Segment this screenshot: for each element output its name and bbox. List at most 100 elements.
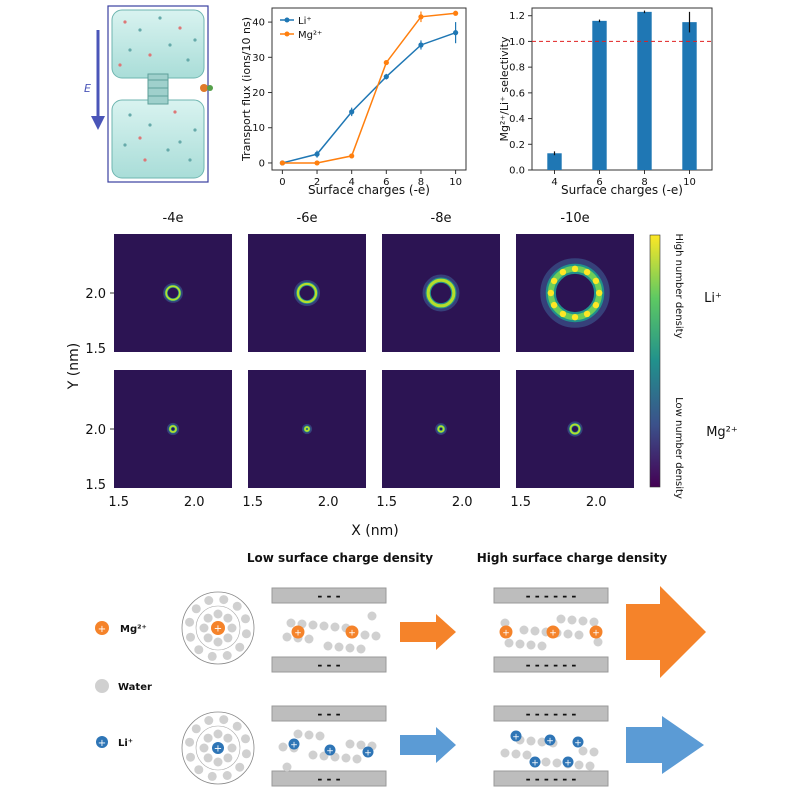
wall-charges: - - - [317,707,340,721]
density-halo [163,283,183,303]
water-molecule [240,614,250,624]
water-molecule [191,604,201,614]
water-molecule [203,613,213,623]
ion [324,744,336,756]
x-tick-label: 2.0 [318,495,339,510]
water-molecule [308,750,318,760]
ion-dot [193,38,197,42]
plus-icon: + [348,629,356,639]
ion [499,625,513,639]
water-molecule [185,617,195,627]
water-molecule [227,623,237,633]
water-molecule [191,724,201,734]
water-molecule [185,737,195,747]
water-molecule [504,638,514,648]
density-hotspot [571,265,579,273]
density-ring-core [426,278,456,308]
y-tick-label: 40 [252,18,265,29]
water-molecule [563,629,573,639]
row-label: Mg²⁺ [706,425,738,440]
water-molecule [593,637,603,647]
series-line-0 [282,31,456,164]
water-molecule [308,620,318,630]
density-hotspot [595,289,603,297]
ion-mg-icon [200,84,208,92]
legend-label-li: Li⁺ [298,16,312,27]
plus-icon: + [98,738,106,749]
plus-icon: + [546,737,554,747]
plus-icon: + [531,759,539,769]
axis-ticks: 0.0 0.2 0.4 0.6 0.8 1.0 1.2 4 6 8 10 [509,11,696,188]
ion-dot [138,28,142,32]
water-molecule [319,621,329,631]
x-tick-label: 10 [449,177,462,188]
water-molecule [203,733,213,743]
ion [529,756,541,768]
channel-wall-bottom [493,770,609,787]
mechanism-schematic: Low surface charge density High surface … [95,551,706,787]
density-hotspot [550,301,558,309]
water-molecule [541,757,551,767]
dissolved-ions [118,16,197,162]
legend-li: + Li⁺ [96,736,133,749]
ion-dot [128,113,132,117]
density-ring-core [569,423,581,435]
water-molecule [315,731,325,741]
channel-wall-top [493,705,609,722]
ion-dot [168,43,172,47]
central-ion [212,742,224,754]
nanopore-channel [147,73,169,105]
row-label: Li⁺ [704,291,722,306]
water-molecule [304,634,314,644]
ion [288,738,300,750]
water-molecule [223,633,233,643]
x-tick-label: 4 [348,177,354,188]
plus-icon: + [326,747,334,757]
y-tick-label: 1.2 [509,11,525,22]
water-molecule [203,753,213,763]
x-tick-label: 2.0 [184,495,205,510]
flux-arrow-li-high [626,716,704,774]
heatmap-panel [516,234,634,352]
plus-icon: + [214,744,222,755]
y-tick-label: 20 [252,88,265,99]
column-title: -10e [560,211,589,226]
channel-wall-top [493,587,609,604]
ion-dot [193,128,197,132]
wall-charges: - - - [317,772,340,786]
x-tick-label: 8 [418,177,424,188]
li-hydration-shell: + [181,711,255,785]
channel-high-li: - - - - - - - - - - - - [493,705,609,787]
channel-wall-bottom [493,656,609,673]
x-tick-label: 1.5 [242,495,263,510]
channel-low-li: - - - - - - [271,705,387,787]
water-molecule [345,739,355,749]
wall-charges: - - - [317,658,340,672]
plot-frame [531,7,713,171]
water-molecule [227,743,237,753]
water-molecule [293,729,303,739]
data-point [314,160,320,166]
water-molecule [511,749,521,759]
ion-dot [173,110,177,114]
water-molecule [574,760,584,770]
data-point [314,151,320,157]
legend-label-li: Li⁺ [118,738,133,749]
density-ring-core [304,426,310,432]
ion-dot [178,26,182,30]
central-ion [211,621,225,635]
channel-particles: + + + + +++ ++ + ++ + [278,611,603,772]
water-molecule [186,752,196,762]
ion-li-icon [207,85,213,91]
y-tick-label: 0.8 [509,63,525,74]
flux-arrow-mg-low [400,614,456,650]
flux-arrow-mg-high [626,586,706,678]
x-tick-label: 4 [551,177,557,188]
ion [362,746,374,758]
field-label: E [84,82,91,95]
ion [510,730,522,742]
water-molecule [278,742,288,752]
water-molecule-icon [95,679,109,693]
density-halo [301,423,313,435]
ion [562,756,574,768]
